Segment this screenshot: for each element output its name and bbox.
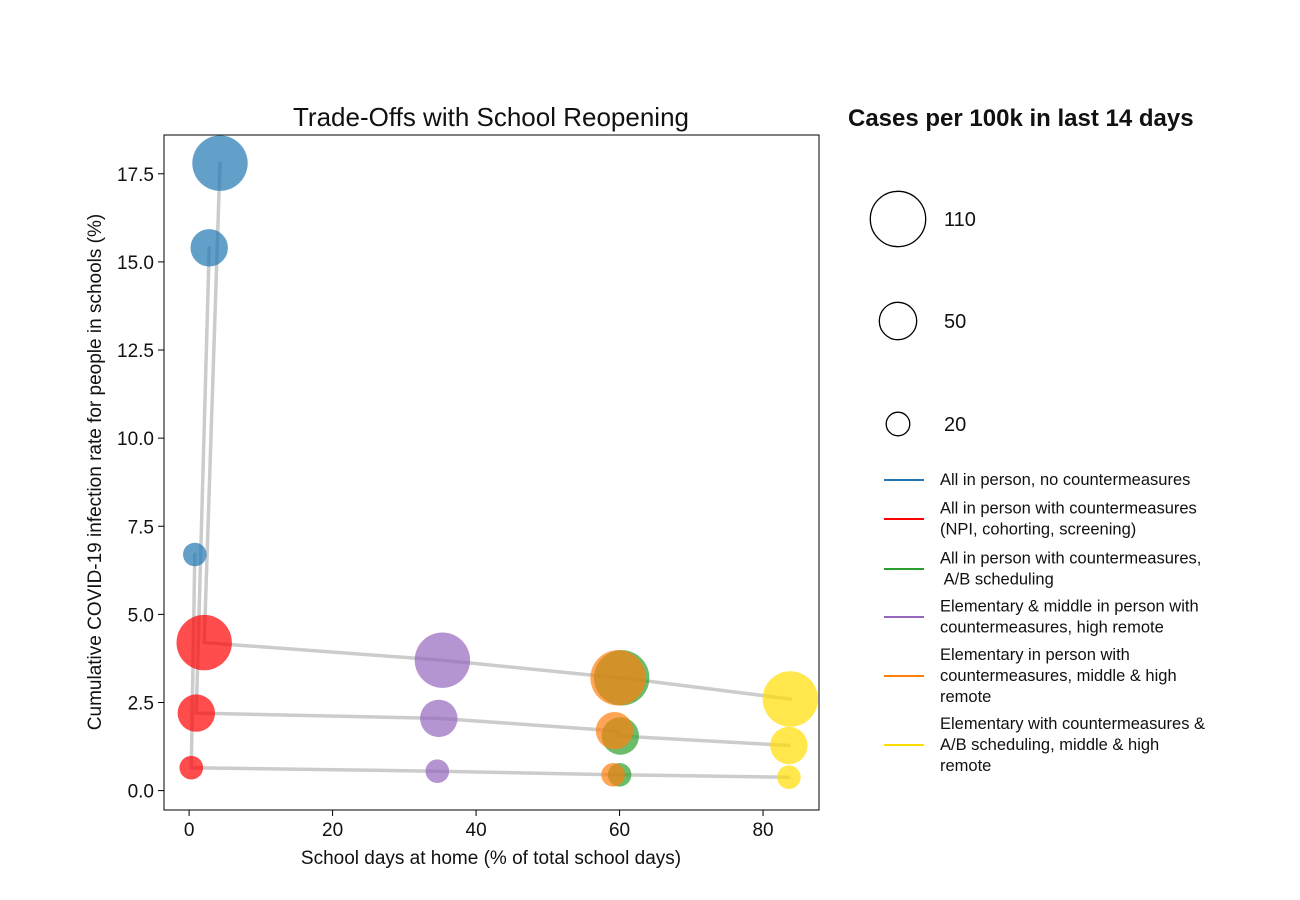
connector-line-2 — [194, 246, 791, 748]
size-legend-label: 50 — [944, 311, 966, 333]
legend-label: remote — [940, 757, 991, 775]
chart-title: Trade-Offs with School Reopening — [293, 102, 689, 132]
data-point-s2-3 — [179, 755, 204, 780]
size-legend-marker — [869, 190, 927, 248]
data-points — [176, 135, 818, 789]
data-point-s6-3 — [777, 765, 801, 789]
legend-label: A/B scheduling — [940, 571, 1054, 589]
data-point-s1-2 — [190, 229, 228, 267]
plot-frame — [163, 134, 820, 811]
y-tick-label: 15.0 — [117, 253, 154, 274]
x-tick-label: 40 — [466, 820, 487, 841]
x-tick-label: 0 — [184, 820, 195, 841]
size-legend-label: 110 — [944, 209, 976, 231]
legend-label: countermeasures, middle & high — [940, 667, 1177, 685]
connector-lines — [189, 161, 793, 779]
x-axis: 0 20 40 60 80 — [184, 810, 774, 841]
legend-label: All in person, no countermeasures — [940, 471, 1190, 489]
legend-label: All in person with countermeasures, — [940, 550, 1201, 568]
y-tick-label: 2.5 — [128, 693, 154, 714]
x-tick-label: 20 — [322, 820, 343, 841]
legend-label: remote — [940, 688, 991, 706]
y-axis: 0.0 2.5 5.0 7.5 10.0 12.5 15.0 17.5 — [117, 165, 164, 803]
size-legend-title: Cases per 100k in last 14 days — [848, 105, 1194, 132]
data-point-s4-1 — [414, 632, 471, 688]
y-tick-label: 5.0 — [128, 605, 154, 626]
size-legend: 110 50 20 — [869, 190, 976, 437]
y-tick-label: 17.5 — [117, 165, 154, 186]
y-tick-label: 10.0 — [117, 429, 154, 450]
x-axis-title: School days at home (% of total school d… — [301, 848, 681, 869]
data-point-s5-2 — [595, 712, 634, 750]
data-point-s5-3 — [601, 763, 625, 787]
data-point-s2-2 — [177, 694, 215, 732]
data-point-s4-3 — [425, 759, 450, 783]
legend-label: All in person with countermeasures — [940, 500, 1197, 518]
data-point-s1-3 — [183, 542, 207, 567]
y-axis-title: Cumulative COVID-19 infection rate for p… — [85, 214, 106, 730]
legend-label: countermeasures, high remote — [940, 619, 1164, 637]
data-point-s6-2 — [770, 726, 808, 765]
data-point-s1-1 — [192, 135, 248, 191]
y-tick-label: 0.0 — [128, 782, 154, 803]
x-tick-label: 80 — [752, 820, 773, 841]
data-point-s4-2 — [420, 699, 458, 738]
legend-label: (NPI, cohorting, screening) — [940, 521, 1136, 539]
x-tick-label: 60 — [609, 820, 630, 841]
color-legend: All in person, no countermeasures All in … — [884, 471, 1205, 775]
data-point-s2-1 — [176, 614, 232, 671]
size-legend-marker — [878, 301, 918, 341]
connector-line-1 — [202, 161, 793, 701]
size-legend-label: 20 — [944, 414, 966, 436]
connector-line-3 — [189, 552, 791, 779]
legend-label: Elementary with countermeasures & — [940, 715, 1205, 733]
y-tick-label: 12.5 — [117, 341, 154, 362]
size-legend-marker — [885, 411, 911, 437]
data-point-s5-1 — [590, 650, 646, 706]
y-tick-label: 7.5 — [128, 517, 154, 538]
legend-label: A/B scheduling, middle & high — [940, 736, 1159, 754]
legend-label: Elementary in person with — [940, 646, 1130, 664]
data-point-s6-1 — [762, 671, 818, 727]
legend-label: Elementary & middle in person with — [940, 598, 1199, 616]
